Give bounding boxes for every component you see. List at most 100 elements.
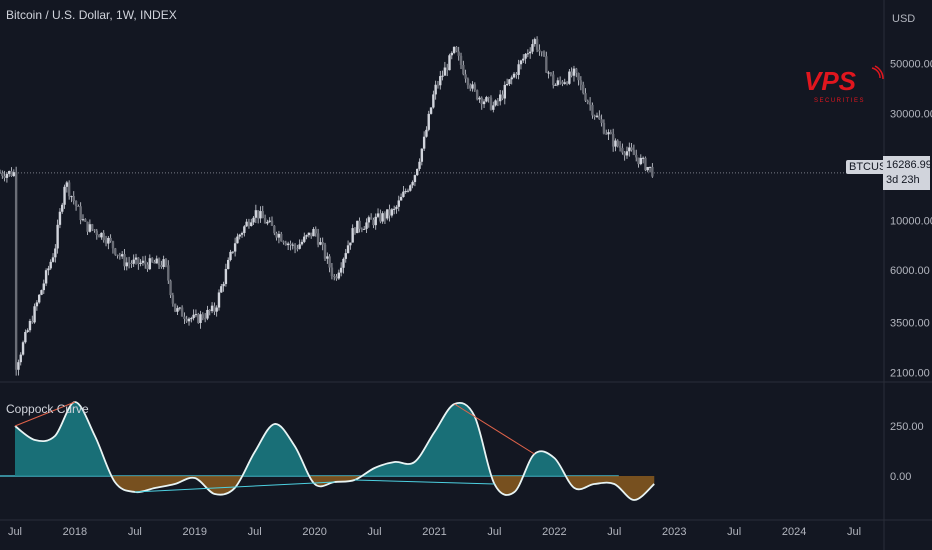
candle-body bbox=[277, 233, 281, 238]
candle-body bbox=[478, 97, 481, 100]
candle-body bbox=[570, 71, 573, 76]
candle-body bbox=[40, 290, 43, 295]
indicator-title: Coppock Curve bbox=[6, 402, 89, 416]
candle-body bbox=[372, 219, 375, 226]
candle-body bbox=[187, 318, 191, 322]
candle-body bbox=[614, 140, 617, 147]
candle-body bbox=[321, 242, 324, 245]
candle-body bbox=[607, 132, 610, 135]
candle-body bbox=[494, 100, 497, 106]
candle-body bbox=[418, 161, 421, 169]
candle-body bbox=[224, 268, 228, 284]
candle-body bbox=[568, 71, 571, 84]
indicator-tick: 250.00 bbox=[890, 421, 924, 433]
candle-body bbox=[522, 58, 525, 61]
candle-body bbox=[588, 102, 592, 105]
candle-body bbox=[392, 208, 396, 210]
time-tick: 2021 bbox=[422, 526, 446, 538]
candle-body bbox=[91, 224, 94, 230]
candle-body bbox=[104, 240, 108, 244]
candle-body bbox=[581, 84, 585, 94]
candle-body bbox=[26, 330, 29, 332]
candle-body bbox=[201, 314, 205, 319]
coppock-negative-fill bbox=[14, 476, 655, 500]
candle-body bbox=[86, 221, 89, 232]
candle-body bbox=[575, 68, 578, 73]
candle-body bbox=[475, 90, 479, 100]
candle-body bbox=[591, 104, 594, 116]
candle-body bbox=[487, 97, 490, 99]
candle-body bbox=[381, 213, 384, 222]
candle-body bbox=[282, 241, 285, 243]
candle-body bbox=[390, 209, 394, 216]
candle-body bbox=[528, 51, 532, 54]
candle-body bbox=[648, 166, 652, 168]
time-tick: Jul bbox=[8, 526, 22, 538]
candle-body bbox=[236, 236, 239, 244]
candle-body bbox=[14, 172, 18, 370]
candle-body bbox=[369, 217, 373, 220]
candle-body bbox=[485, 97, 488, 102]
candle-body bbox=[508, 79, 511, 84]
candle-body bbox=[273, 225, 276, 234]
candle-body bbox=[337, 272, 341, 279]
candle-body bbox=[429, 107, 433, 114]
candle-body bbox=[595, 115, 599, 117]
candle-body bbox=[330, 267, 334, 277]
candle-body bbox=[409, 185, 412, 191]
candle-body bbox=[256, 210, 260, 219]
candle-body bbox=[93, 229, 96, 231]
candle-body bbox=[469, 85, 472, 89]
candle-body bbox=[628, 147, 631, 152]
coppock-line bbox=[14, 401, 655, 501]
candle-body bbox=[635, 154, 638, 158]
candle-body bbox=[533, 39, 536, 45]
candle-body bbox=[183, 316, 186, 319]
candle-body bbox=[538, 49, 541, 52]
candle-body bbox=[176, 308, 179, 312]
candle-body bbox=[233, 243, 237, 252]
candle-body bbox=[118, 255, 122, 257]
candle-body bbox=[411, 182, 414, 186]
candle-body bbox=[572, 68, 576, 76]
candle-body bbox=[134, 257, 138, 260]
candle-body bbox=[197, 314, 200, 323]
candle-body bbox=[0, 172, 2, 174]
candle-body bbox=[374, 216, 377, 226]
candle-body bbox=[584, 93, 587, 101]
candle-body bbox=[586, 100, 589, 103]
candle-body bbox=[97, 234, 101, 238]
candle-body bbox=[471, 84, 474, 89]
candle-body bbox=[231, 251, 235, 253]
candle-body bbox=[120, 254, 124, 257]
candle-body bbox=[213, 305, 216, 312]
candle-body bbox=[88, 224, 92, 232]
bar-countdown: 3d 23h bbox=[886, 174, 920, 186]
candle-body bbox=[563, 82, 566, 84]
candle-body bbox=[441, 75, 444, 77]
candle-body bbox=[194, 314, 198, 316]
candle-body bbox=[125, 262, 128, 267]
candle-body bbox=[420, 148, 424, 162]
candle-body bbox=[215, 307, 218, 312]
candle-body bbox=[524, 54, 527, 59]
candle-body bbox=[109, 237, 112, 242]
candle-body bbox=[349, 242, 352, 246]
candle-body bbox=[61, 204, 64, 212]
candle-body bbox=[445, 67, 449, 71]
candle-body bbox=[455, 46, 458, 52]
candle-body bbox=[19, 354, 22, 363]
chart-title: Bitcoin / U.S. Dollar, 1W, INDEX bbox=[6, 8, 177, 22]
candle-body bbox=[646, 167, 649, 171]
candle-body bbox=[598, 115, 601, 120]
candle-body bbox=[24, 331, 27, 343]
candle-body bbox=[141, 260, 145, 263]
candle-body bbox=[116, 254, 119, 256]
candle-body bbox=[459, 55, 463, 65]
candle-body bbox=[616, 140, 619, 147]
candle-body bbox=[416, 168, 419, 176]
candle-body bbox=[31, 320, 34, 323]
candle-body bbox=[42, 283, 45, 291]
candle-body bbox=[100, 232, 103, 238]
